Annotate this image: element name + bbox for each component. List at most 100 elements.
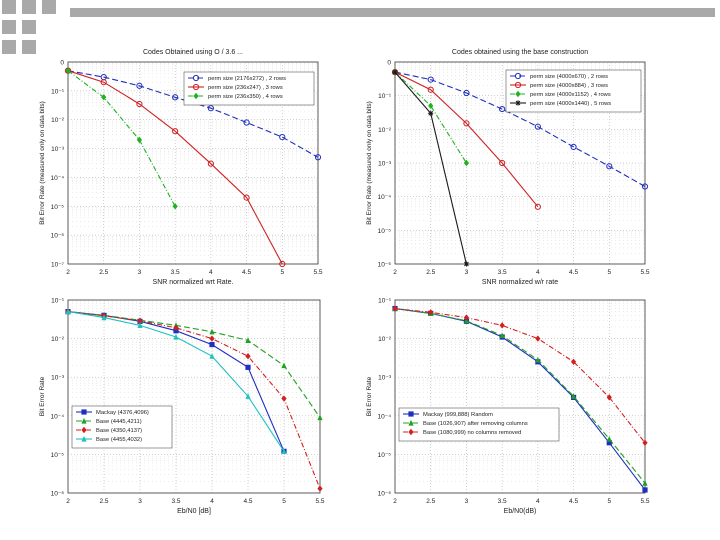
x-tick-label: 4 (536, 269, 540, 276)
x-tick-label: 3 (465, 498, 469, 505)
y-tick-label: 10⁻⁴ (51, 413, 65, 420)
data-point (642, 480, 648, 486)
data-point (173, 324, 179, 332)
series-0 (391, 69, 649, 190)
x-axis-label: SNR normalized w/r rate (482, 279, 558, 286)
y-tick-label: 10⁻⁵ (51, 204, 65, 211)
plot-area (67, 299, 321, 494)
data-point (535, 356, 541, 363)
data-point (101, 94, 107, 101)
chart-top-left: Codes Obtained using O / 3.6 ... 0 10⁻¹ 10⁻… (39, 49, 323, 286)
x-axis-label: Eb/N0(dB) (504, 508, 537, 515)
y-tick-label: 10⁻¹ (51, 298, 65, 305)
series-line (67, 311, 321, 489)
y-tick-label: 10⁻⁷ (51, 262, 65, 269)
legend-box (505, 69, 642, 113)
series-3 (65, 308, 287, 454)
x-tick-label: 2.5 (426, 498, 435, 505)
y-tick-label: 10⁻¹ (51, 88, 65, 95)
legend-marker (408, 411, 414, 417)
x-tick-label: 3.5 (498, 269, 507, 276)
decor-square (42, 0, 56, 14)
legend-marker (81, 417, 87, 424)
y-tick-label: 10⁻³ (51, 146, 65, 153)
x-tick-label: 5.5 (313, 269, 322, 276)
y-tick-label: 10⁻⁶ (378, 491, 392, 498)
series-1 (391, 69, 541, 210)
data-point (136, 100, 143, 108)
legend-marker (192, 83, 200, 91)
legend-label: Base (4455,4032) (96, 437, 142, 443)
legend-marker (408, 419, 414, 426)
x-tick-label: 2 (66, 269, 70, 276)
y-tick-label: 10⁻³ (378, 375, 392, 382)
legend-label: perm size (236x350) , 4 rows (208, 94, 283, 100)
legend-label: perm size (4000x1440) , 5 rows (530, 101, 611, 107)
x-tick-label: 4 (209, 269, 213, 276)
decor-top-rule (70, 8, 715, 17)
y-tick-label: 10⁻⁵ (378, 452, 392, 459)
legend-marker (408, 428, 414, 436)
y-tick-label: 10⁻² (378, 336, 392, 343)
data-point (317, 414, 323, 421)
data-point (245, 364, 251, 370)
y-tick-label: 10⁻¹ (378, 298, 392, 305)
data-point (209, 335, 215, 342)
legend-box (398, 407, 560, 442)
data-point (136, 82, 143, 89)
x-tick-label: 4 (536, 498, 540, 505)
data-point (534, 203, 541, 210)
y-tick-label: 10⁻⁶ (51, 233, 65, 240)
legend-marker (81, 435, 87, 442)
data-point (281, 448, 287, 454)
x-tick-label: 3 (138, 269, 142, 276)
chart-top-right: Codes obtained using the base constructi… (366, 49, 650, 286)
y-tick-label: 10⁻⁵ (378, 228, 392, 235)
data-point (245, 352, 251, 360)
data-point (606, 163, 613, 170)
x-tick-label: 3 (465, 269, 469, 276)
y-tick-label: 10⁻⁶ (378, 262, 392, 269)
y-tick-label: 10⁻¹ (378, 93, 392, 100)
data-point (281, 395, 287, 402)
y-tick-label: 10⁻⁴ (378, 194, 392, 201)
legend-label: Base (4445,4211) (96, 419, 142, 425)
y-tick-label: 0 (60, 60, 64, 67)
legend-label: Mackay (999,888) Random (423, 412, 493, 418)
data-point (642, 487, 648, 493)
data-point (317, 485, 323, 492)
data-point (314, 154, 322, 161)
legend-label: perm size (4000x670) , 2 rows (530, 74, 608, 80)
x-tick-label: 5.5 (640, 269, 649, 276)
chart-bottom-left: 10⁻¹ 10⁻² 10⁻³ 10⁻⁴ 10⁻⁵ 10⁻⁶2 2.5 3 3.5 4 4.5 5 5.5… (39, 298, 325, 516)
decor-square (22, 0, 36, 14)
y-tick-label: 10⁻² (51, 336, 65, 343)
series-line (394, 308, 646, 444)
decor-square (2, 20, 16, 34)
data-point (101, 314, 107, 321)
x-tick-label: 3.5 (171, 498, 180, 505)
y-tick-label: 10⁻⁴ (51, 175, 65, 182)
data-point (245, 393, 251, 399)
legend: perm size (4000x670) , 2 rows perm size (… (505, 69, 642, 113)
legend-label: perm size (2176x272) , 2 rows (208, 76, 286, 82)
legend-marker (193, 92, 199, 100)
legend-label: perm size (236x247) , 3 rows (208, 85, 283, 91)
x-tick-label: 4.5 (243, 498, 252, 505)
x-tick-label: 3 (138, 498, 142, 505)
data-point (392, 305, 398, 312)
y-tick-label: 10⁻⁴ (378, 413, 392, 420)
data-point (392, 69, 398, 75)
data-point (427, 76, 434, 83)
data-point (428, 110, 434, 116)
legend: Mackay (4376,4096) Base (4445,4211) Base (… (71, 405, 173, 449)
x-tick-label: 4.5 (569, 269, 578, 276)
y-tick-label: 10⁻⁶ (51, 491, 65, 498)
data-point (137, 317, 143, 324)
series-line (394, 308, 646, 491)
decor-square (22, 40, 36, 54)
decor-square (2, 40, 16, 54)
y-tick-label: 10⁻³ (51, 375, 65, 382)
data-point (463, 261, 470, 267)
data-point (463, 314, 470, 321)
